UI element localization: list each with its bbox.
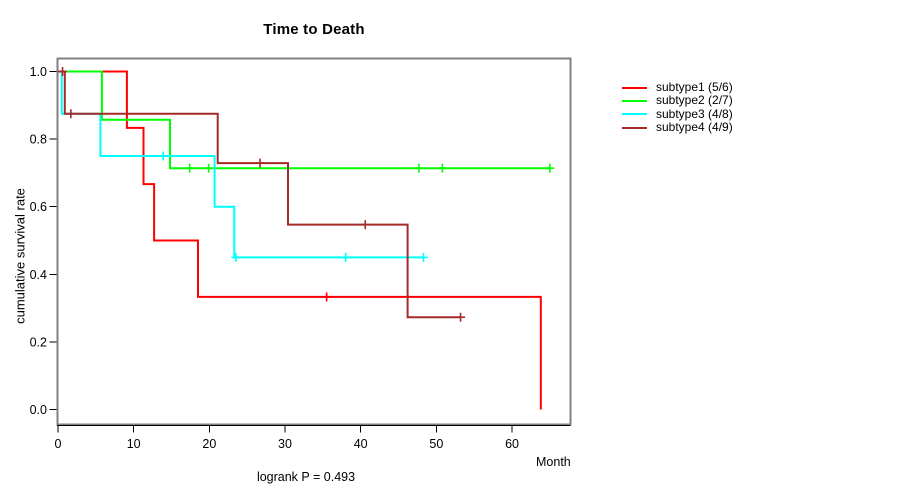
x-tick-label: 10 [127, 437, 141, 451]
legend-item: subtype2 (2/7) [622, 94, 733, 107]
survival-curve-2 [58, 70, 550, 170]
x-tick-label: 50 [429, 437, 443, 451]
legend-item: subtype4 (4/9) [622, 121, 733, 134]
legend-item: subtype1 (5/6) [622, 81, 733, 94]
x-tick-label: 0 [55, 437, 62, 451]
y-tick-label: 0.8 [30, 133, 47, 147]
x-tick-label: 60 [505, 437, 519, 451]
legend-line-swatch [622, 86, 647, 89]
x-tick-label: 30 [278, 437, 292, 451]
legend-label: subtype1 (5/6) [656, 80, 733, 95]
survival-curve-3 [58, 70, 424, 259]
logrank-caption: logrank P = 0.493 [256, 470, 356, 484]
y-tick-label: 0.0 [30, 403, 47, 417]
legend-line-swatch [622, 99, 647, 102]
legend-line-swatch [622, 126, 647, 129]
y-tick-label: 0.4 [30, 268, 47, 282]
chart-title: Time to Death [263, 21, 365, 38]
legend-item: subtype3 (4/8) [622, 106, 733, 121]
legend-label: subtype4 (4/9) [656, 120, 733, 135]
x-axis-label: Month [536, 455, 571, 469]
legend-line-swatch [622, 113, 647, 116]
survival-curve-4 [58, 70, 461, 319]
y-tick-label: 0.2 [30, 335, 47, 349]
plot-box [56, 57, 572, 426]
x-tick-label: 20 [202, 437, 216, 451]
x-tick-label: 40 [354, 437, 368, 451]
legend-label: subtype3 (4/8) [656, 106, 733, 121]
legend: subtype1 (5/6) subtype2 (2/7) subtype3 (4/… [622, 81, 733, 134]
y-tick-label: 1.0 [30, 65, 47, 79]
survival-curve-1 [58, 70, 542, 410]
y-tick-label: 0.6 [30, 200, 47, 214]
legend-label: subtype2 (2/7) [656, 93, 733, 108]
